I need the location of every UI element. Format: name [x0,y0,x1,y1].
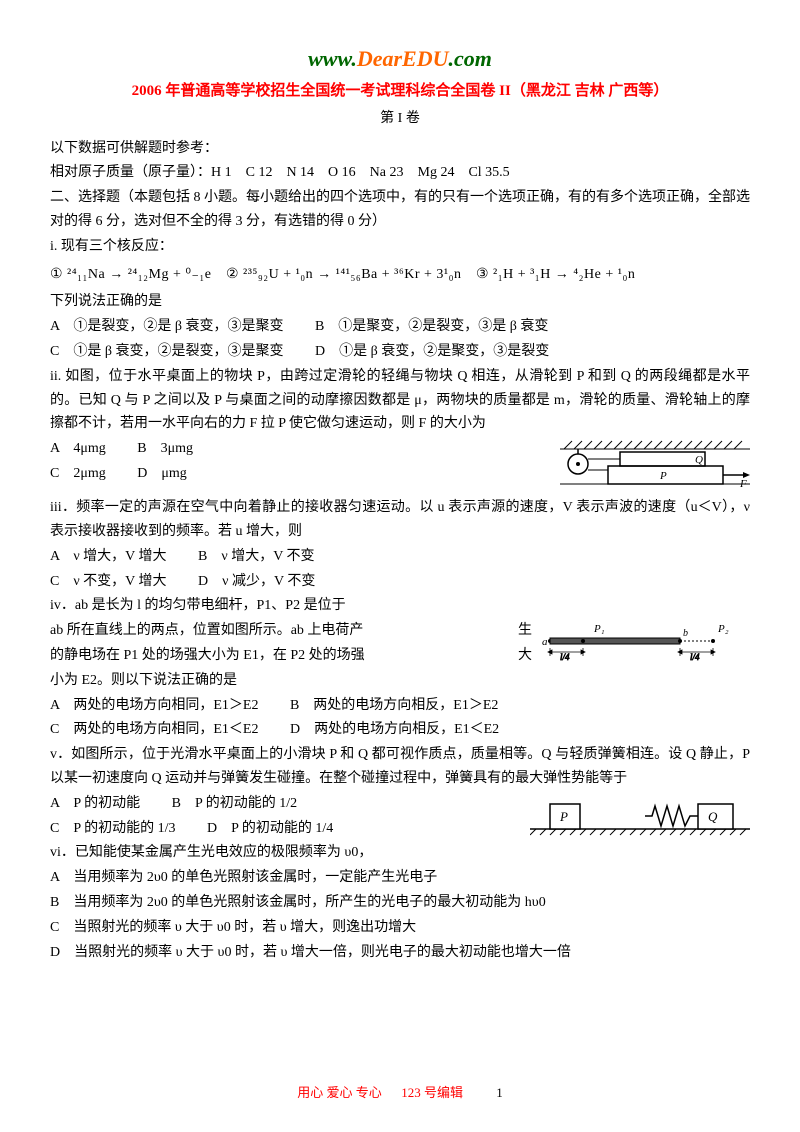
footer-page-number: 1 [496,1085,503,1100]
svg-text:l/4: l/4 [560,652,570,661]
q5-opt-d: D P 的初动能的 1/4 [207,821,333,836]
q6-opt-c: C 当照射光的频率 υ 大于 υ0 时，若 υ 增大，则逸出功增大 [50,916,750,940]
q3-opt-c: C ν 不变，V 增大 [50,574,167,589]
q4-line3-suf: 大 [518,644,532,668]
spring-collision-diagram-icon: P Q [530,794,750,839]
svg-text:Q: Q [708,809,718,824]
svg-text:a: a [542,636,548,648]
q1-options-row1: A ①是裂变，②是 β 衰变，③是聚变 B ①是聚变，②是裂变，③是 β 衰变 [50,315,750,339]
intro-line3: 二、选择题（本题包括 8 小题。每小题给出的四个选项中，有的只有一个选项正确，有… [50,186,750,234]
q5-opt-b: B P 的初动能的 1/2 [172,796,298,811]
q4-line2-suf: 生 [518,619,532,643]
q3-opt-d: D ν 减少，V 不变 [198,574,315,589]
q5-opt-a: A P 的初动能 [50,796,140,811]
q4-opt-b: B 两处的电场方向相反，E1＞E2 [290,698,498,713]
svg-text:P: P [559,809,568,824]
q2-stem: ii. 如图，位于水平桌面上的物块 P，由跨过定滑轮的轻绳与物块 Q 相连，从滑… [50,365,750,436]
svg-text:P₁: P₁ [593,623,605,635]
q1-opt-d: D ①是 β 衰变，②是聚变，③是裂变 [315,344,549,359]
q6-opt-d: D 当照射光的频率 υ 大于 υ0 时，若 υ 增大一倍，则光电子的最大初动能也… [50,941,750,965]
q3-options-row1: A ν 增大，V 增大 B ν 增大，V 不变 [50,545,750,569]
q4-options-row1: A 两处的电场方向相同，E1＞E2 B 两处的电场方向相反，E1＞E2 [50,694,750,718]
q6-stem: vi．已知能使某金属产生光电效应的极限频率为 υ0， [50,841,750,865]
q5-opt-c: C P 的初动能的 1/3 [50,821,176,836]
footer-motto: 用心 爱心 专心 [297,1085,382,1100]
header-url: www.DearEDU.com [50,40,750,77]
q3-stem: iii．频率一定的声源在空气中向着静止的接收器匀速运动。以 u 表示声源的速度，… [50,496,750,544]
q4-line3-pre: 的静电场在 P1 处的场强大小为 E1，在 P2 处的场强 [50,648,365,663]
svg-text:P₂: P₂ [717,623,729,635]
intro-line1: 以下数据可供解题时参考： [50,137,750,161]
q4-opt-c: C 两处的电场方向相同，E1＜E2 [50,722,258,737]
q1-opt-b: B ①是聚变，②是裂变，③是 β 衰变 [315,319,548,334]
intro-line2: 相对原子质量（原子量）：H 1 C 12 N 14 O 16 Na 23 Mg … [50,161,750,185]
q3-opt-b: B ν 增大，V 不变 [198,549,315,564]
q1-reactions: ① ²⁴₁₁Na → ²⁴₁₂Mg + ⁰₋₁e ② ²³⁵₉₂U + ¹₀n … [50,263,750,287]
pulley-diagram-icon: Q P F [560,439,750,494]
svg-text:Q: Q [695,454,703,466]
url-domain: DearEDU [357,46,449,71]
q5-stem: v．如图所示，位于光滑水平桌面上的小滑块 P 和 Q 都可视作质点，质量相等。Q… [50,743,750,791]
q4-opt-d: D 两处的电场方向相反，E1＜E2 [290,722,499,737]
page-footer: 用心 爱心 专心 123 号编辑 1 [0,1082,800,1104]
page-title: 2006 年普通高等学校招生全国统一考试理科综合全国卷 II（黑龙江 吉林 广西… [50,79,750,105]
q1-opt-c: C ①是 β 衰变，②是裂变，③是聚变 [50,344,283,359]
q6-opt-b: B 当用频率为 2υ0 的单色光照射该金属时，所产生的光电子的最大初动能为 hυ… [50,891,750,915]
charged-rod-diagram-icon: a b P₁ P₂ l/4 l/4 [540,621,750,661]
q2-opt-a: A 4μmg [50,441,106,456]
q3-opt-a: A ν 增大，V 增大 [50,549,167,564]
svg-text:l/4: l/4 [690,652,700,661]
footer-editor: 123 号编辑 [401,1085,463,1100]
svg-text:b: b [683,628,688,639]
q6-opt-a: A 当用频率为 2υ0 的单色光照射该金属时，一定能产生光电子 [50,866,750,890]
q2-opt-c: C 2μmg [50,466,106,481]
url-prefix: www. [308,46,357,71]
q4-figure: a b P₁ P₂ l/4 l/4 [540,621,750,661]
q5-figure: P Q [530,794,750,839]
q1-options-row2: C ①是 β 衰变，②是裂变，③是聚变 D ①是 β 衰变，②是聚变，③是裂变 [50,340,750,364]
page-subtitle: 第 I 卷 [50,107,750,131]
q2-opt-b: B 3μmg [137,441,193,456]
q4-line4: 小为 E2。则以下说法正确的是 [50,669,750,693]
url-suffix: .com [449,46,492,71]
q2-figure: Q P F [560,439,750,494]
q4-line2-pre: ab 所在直线上的两点，位置如图所示。ab 上电荷产 [50,623,363,638]
q1-stem: i. 现有三个核反应： [50,235,750,259]
q4-opt-a: A 两处的电场方向相同，E1＞E2 [50,698,258,713]
svg-text:P: P [659,470,667,482]
q1-opt-a: A ①是裂变，②是 β 衰变，③是聚变 [50,319,283,334]
q1-prompt: 下列说法正确的是 [50,290,750,314]
q3-options-row2: C ν 不变，V 增大 D ν 减少，V 不变 [50,570,750,594]
q2-opt-d: D μmg [137,466,187,481]
q4-line1: iv．ab 是长为 l 的均匀带电细杆，P1、P2 是位于 [50,594,750,618]
q4-options-row2: C 两处的电场方向相同，E1＜E2 D 两处的电场方向相反，E1＜E2 [50,718,750,742]
